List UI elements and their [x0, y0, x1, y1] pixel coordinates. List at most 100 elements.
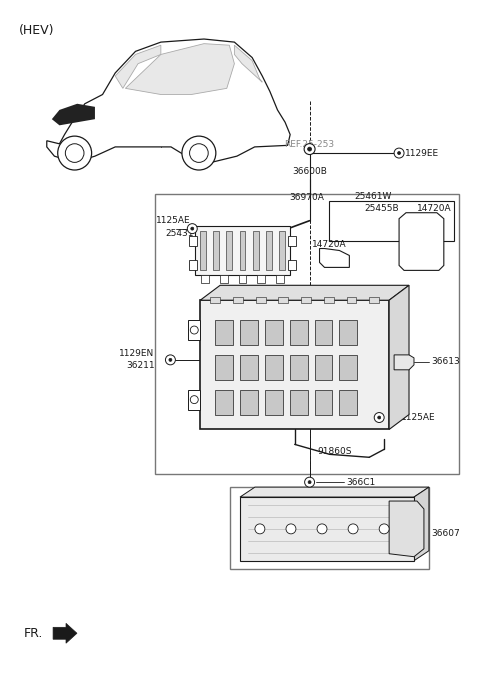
Bar [324, 297, 334, 304]
Polygon shape [53, 623, 77, 643]
Bar [240, 320, 258, 345]
Circle shape [169, 359, 172, 361]
Bar [156, 194, 459, 474]
Text: 1129EN: 1129EN [119, 349, 154, 359]
Circle shape [255, 524, 265, 534]
Circle shape [286, 524, 296, 534]
Bar [215, 320, 233, 345]
Bar [314, 320, 333, 345]
Circle shape [348, 524, 358, 534]
Bar [257, 275, 265, 283]
Text: 91860S: 91860S [318, 447, 352, 456]
Bar [188, 390, 200, 410]
Text: 36600B: 36600B [292, 168, 327, 176]
Polygon shape [399, 213, 444, 271]
Bar [220, 275, 228, 283]
Text: 25461W: 25461W [354, 192, 392, 201]
Polygon shape [389, 285, 409, 429]
Bar [329, 201, 454, 240]
Circle shape [397, 151, 401, 155]
Circle shape [190, 326, 198, 334]
Text: 1129EE: 1129EE [405, 149, 439, 157]
Bar [240, 497, 414, 561]
Text: 1125AE: 1125AE [156, 216, 190, 225]
Polygon shape [200, 285, 409, 300]
Text: 25455B: 25455B [364, 204, 399, 213]
Bar [290, 390, 308, 415]
Bar [339, 355, 357, 380]
Circle shape [187, 223, 197, 234]
Text: 36607: 36607 [431, 530, 460, 538]
Text: FR.: FR. [23, 627, 43, 640]
Circle shape [166, 355, 175, 365]
Bar [252, 231, 259, 271]
Circle shape [308, 481, 311, 484]
Text: 36211: 36211 [127, 361, 156, 370]
Bar [230, 487, 429, 569]
Bar [201, 275, 209, 283]
Bar [188, 320, 200, 340]
Circle shape [182, 136, 216, 170]
Text: 14720A: 14720A [417, 204, 452, 213]
Bar [213, 231, 219, 271]
Bar [290, 355, 308, 380]
Circle shape [65, 144, 84, 162]
Circle shape [317, 524, 327, 534]
Bar [195, 225, 290, 275]
Text: 36613: 36613 [431, 357, 460, 366]
Text: REF.25-253: REF.25-253 [285, 139, 335, 149]
Polygon shape [394, 355, 414, 369]
Bar [215, 390, 233, 415]
Text: 14720A: 14720A [312, 240, 346, 249]
Bar [276, 275, 284, 283]
Bar [288, 236, 296, 246]
Bar [227, 231, 232, 271]
Bar [265, 320, 283, 345]
Polygon shape [414, 487, 429, 561]
Text: 25431: 25431 [166, 229, 194, 238]
Bar [288, 260, 296, 271]
Bar [239, 275, 246, 283]
Bar [200, 300, 389, 429]
Text: 366C1: 366C1 [347, 478, 376, 487]
Bar [266, 231, 272, 271]
Circle shape [308, 147, 312, 151]
Circle shape [304, 143, 315, 155]
Bar [233, 297, 243, 304]
Bar [210, 297, 220, 304]
Circle shape [379, 524, 389, 534]
Bar [215, 355, 233, 380]
Circle shape [190, 396, 198, 404]
Text: (HEV): (HEV) [19, 24, 55, 37]
Polygon shape [125, 44, 234, 94]
Bar [278, 297, 288, 304]
Bar [339, 320, 357, 345]
Polygon shape [320, 248, 349, 267]
Circle shape [394, 148, 404, 158]
Polygon shape [389, 501, 424, 557]
Bar [265, 390, 283, 415]
Polygon shape [115, 45, 161, 88]
Bar [339, 390, 357, 415]
Bar [301, 297, 311, 304]
Polygon shape [47, 39, 290, 162]
Circle shape [191, 227, 194, 230]
Circle shape [190, 144, 208, 162]
Polygon shape [52, 104, 95, 125]
Bar [189, 236, 197, 246]
Bar [290, 320, 308, 345]
Bar [265, 355, 283, 380]
Bar [256, 297, 265, 304]
Circle shape [305, 477, 314, 487]
Bar [200, 231, 206, 271]
Circle shape [58, 136, 92, 170]
Bar [314, 390, 333, 415]
Bar [347, 297, 357, 304]
Circle shape [378, 416, 381, 419]
Polygon shape [234, 45, 262, 82]
Bar [240, 231, 245, 271]
Bar [279, 231, 285, 271]
Text: 1125AE: 1125AE [401, 413, 436, 422]
Bar [189, 260, 197, 271]
Circle shape [374, 413, 384, 423]
